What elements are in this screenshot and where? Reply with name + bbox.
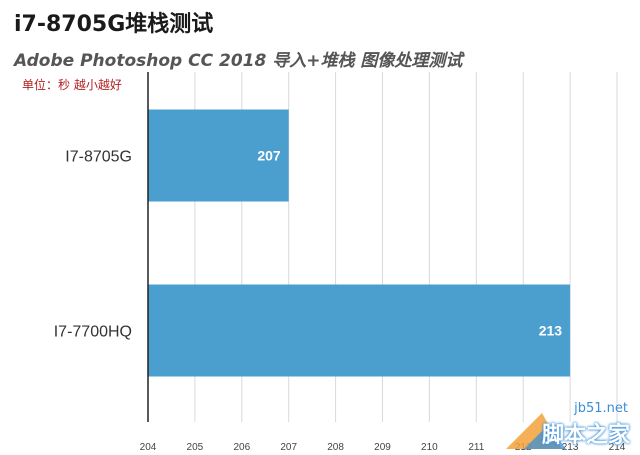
data-label: 207 [257,148,281,164]
x-tick-label: 211 [468,442,484,453]
x-tick-label: 204 [140,442,157,453]
category-label: I7-8705G [65,149,132,166]
chart-title: i7-8705G堆栈测试 [14,12,214,37]
bar [148,284,571,377]
x-tick-label: 213 [562,442,579,453]
bar [148,109,289,202]
unit-note: 单位：秒 越小越好 [22,78,122,92]
x-tick-label: 207 [280,442,297,453]
chart-subtitle: Adobe Photoshop CC 2018 导入+堆栈 图像处理测试 [14,51,463,71]
watermark-url: jb51.net [574,401,628,416]
watermark-logo-icon [506,413,566,449]
x-tick-label: 206 [233,442,250,453]
watermark-site-name: 脚本之家 [541,423,630,448]
x-tick-label: 214 [609,442,626,453]
watermark: jb51.net 脚本之家 [502,399,634,451]
x-tick-label: 210 [421,442,438,453]
category-label: I7-7700HQ [54,324,132,341]
data-label: 213 [539,323,563,339]
x-tick-label: 205 [187,442,204,453]
x-tick-label: 209 [374,442,391,453]
x-tick-label: 208 [327,442,344,453]
